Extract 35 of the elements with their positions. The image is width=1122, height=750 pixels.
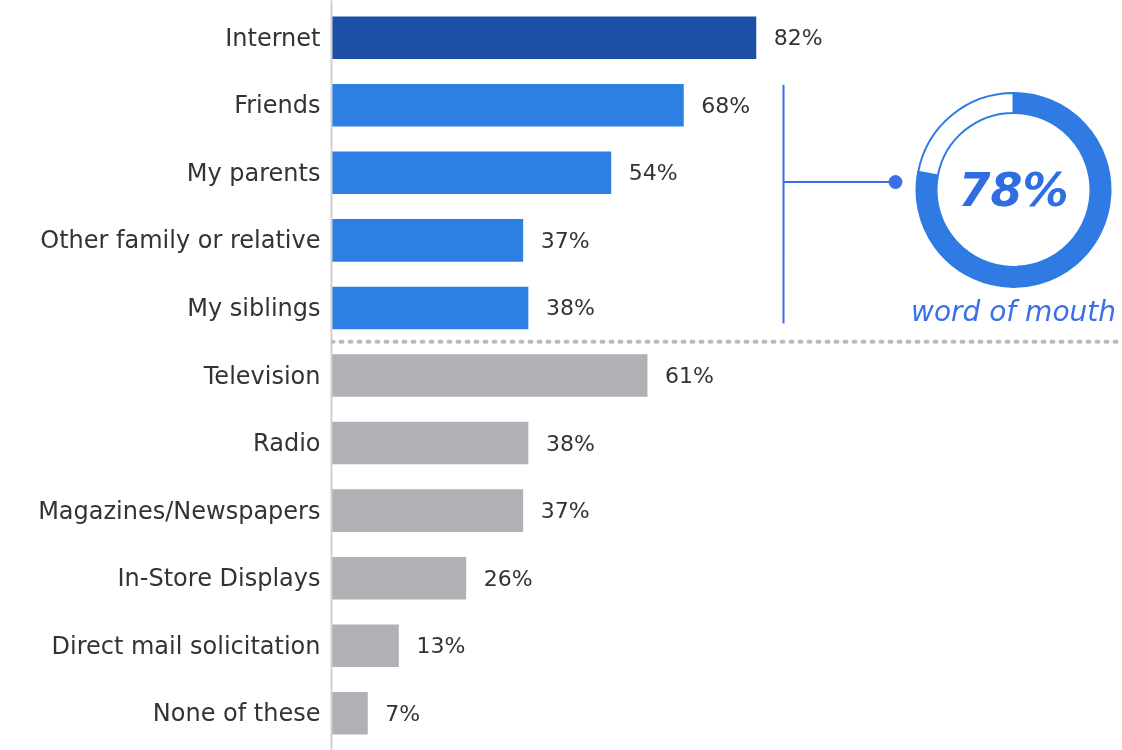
- bar: [331, 16, 757, 59]
- data-label: 82%: [773, 25, 823, 51]
- y-tick-label: Magazines/Newspapers: [38, 496, 321, 525]
- y-tick-label: My parents: [186, 158, 321, 187]
- y-tick-label: Other family or relative: [40, 226, 321, 255]
- bar: [331, 692, 368, 735]
- data-label: 54%: [628, 160, 678, 186]
- y-tick-label: None of these: [152, 699, 321, 728]
- data-label: 38%: [545, 295, 595, 321]
- bar: [331, 624, 399, 668]
- data-label: 78%: [958, 162, 1069, 217]
- data-label: 68%: [701, 92, 751, 118]
- bar: [331, 151, 612, 195]
- text: word of mouth: [911, 295, 1116, 329]
- bar: [331, 286, 529, 330]
- data-label: 37%: [540, 498, 590, 524]
- y-tick-label: Television: [202, 361, 321, 390]
- data-label: 61%: [665, 363, 714, 388]
- data-label: 37%: [540, 227, 590, 253]
- y-tick-label: My siblings: [187, 293, 321, 322]
- y-tick-label: Friends: [234, 91, 321, 120]
- data-label: 38%: [545, 430, 595, 456]
- bar: [331, 219, 524, 262]
- bar: [331, 83, 684, 127]
- bar: [331, 556, 467, 600]
- bar: [331, 489, 524, 532]
- bar: [331, 354, 648, 397]
- y-tick-label: In-Store Displays: [117, 564, 321, 593]
- y-tick-label: Radio: [253, 429, 321, 458]
- y-tick-label: Direct mail solicitation: [51, 631, 321, 660]
- data-label: 26%: [483, 565, 533, 591]
- data-label: 7%: [385, 700, 421, 726]
- data-label: 13%: [416, 633, 466, 659]
- bar: [331, 421, 529, 465]
- y-tick-label: Internet: [225, 23, 321, 52]
